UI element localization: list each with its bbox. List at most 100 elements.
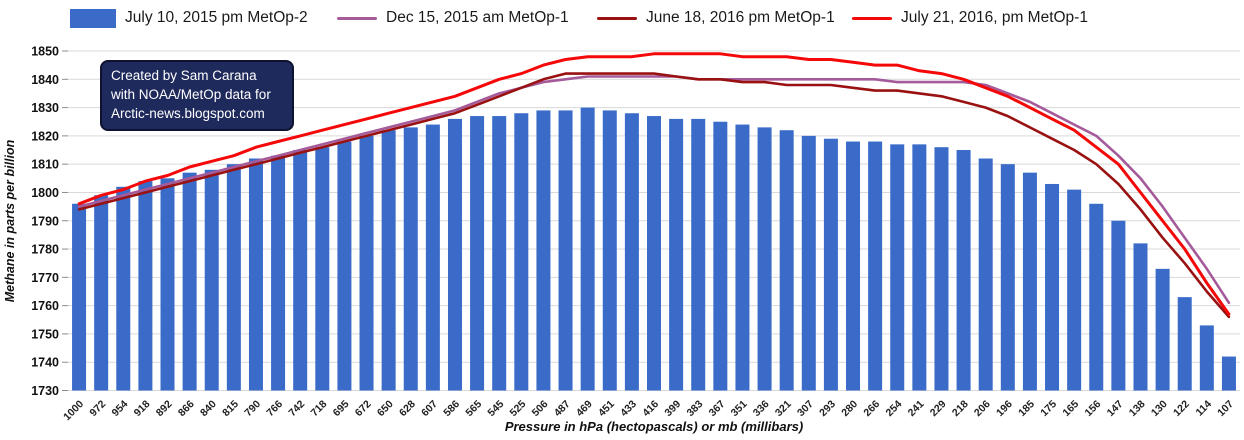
x-tick-label: 892 bbox=[154, 398, 175, 419]
bar bbox=[271, 155, 286, 391]
y-tick-label: 1830 bbox=[31, 101, 59, 115]
bar bbox=[580, 107, 595, 391]
x-tick-label: 672 bbox=[353, 398, 374, 419]
x-tick-label: 321 bbox=[773, 398, 794, 419]
y-tick-label: 1760 bbox=[31, 299, 59, 313]
x-tick-label: 399 bbox=[662, 398, 683, 419]
bar bbox=[1000, 164, 1015, 391]
bar bbox=[248, 158, 263, 391]
x-tick-label: 175 bbox=[1038, 398, 1059, 419]
bar bbox=[956, 150, 971, 391]
bar bbox=[204, 169, 219, 391]
y-tick-label: 1790 bbox=[31, 214, 59, 228]
x-tick-label: 367 bbox=[707, 398, 728, 419]
bar bbox=[890, 144, 905, 391]
bar-swatch-icon bbox=[70, 8, 116, 28]
x-tick-label: 229 bbox=[928, 398, 949, 419]
bar bbox=[425, 124, 440, 391]
legend-item-line-dec-2015: Dec 15, 2015 am MetOp-1 bbox=[337, 6, 569, 30]
bar bbox=[447, 118, 462, 391]
bar bbox=[470, 116, 485, 391]
bar bbox=[1089, 203, 1104, 391]
x-tick-label: 147 bbox=[1105, 398, 1126, 419]
bar bbox=[492, 116, 507, 391]
x-tick-label: 336 bbox=[751, 398, 772, 419]
x-tick-label: 185 bbox=[1016, 398, 1037, 419]
x-tick-label: 586 bbox=[441, 398, 462, 419]
x-tick-label: 114 bbox=[1193, 398, 1214, 419]
x-tick-label: 742 bbox=[286, 398, 307, 419]
bar bbox=[801, 135, 816, 391]
series-line bbox=[77, 52, 1231, 316]
x-tick-label: 165 bbox=[1060, 398, 1081, 419]
bar bbox=[669, 118, 684, 391]
bar bbox=[647, 116, 661, 391]
x-tick-label: 840 bbox=[198, 398, 219, 419]
x-tick-label: 766 bbox=[264, 398, 285, 419]
x-tick-label: 266 bbox=[861, 398, 882, 419]
bar bbox=[72, 203, 87, 391]
legend-label: June 18, 2016 pm MetOp-1 bbox=[646, 9, 835, 26]
y-tick-label: 1820 bbox=[31, 129, 59, 143]
bar bbox=[846, 141, 861, 391]
line-swatch-icon bbox=[337, 16, 377, 20]
bar bbox=[713, 121, 728, 391]
bar bbox=[868, 141, 883, 391]
bar bbox=[536, 110, 551, 391]
bar bbox=[978, 158, 993, 391]
y-tick-label: 1740 bbox=[31, 356, 59, 370]
legend-label: Dec 15, 2015 am MetOp-1 bbox=[386, 9, 569, 26]
series-line bbox=[77, 75, 1231, 305]
x-tick-label: 469 bbox=[574, 398, 595, 419]
bar bbox=[624, 113, 639, 391]
x-tick-label: 122 bbox=[1171, 398, 1192, 419]
x-tick-label: 107 bbox=[1215, 398, 1236, 419]
bar bbox=[315, 147, 330, 391]
credit-line: Created by Sam Carana bbox=[111, 68, 257, 83]
bar bbox=[779, 130, 794, 391]
x-tick-label: 138 bbox=[1127, 398, 1148, 419]
x-tick-label: 351 bbox=[729, 398, 750, 419]
x-tick-label: 506 bbox=[530, 398, 551, 419]
credit-line: with NOAA/MetOp data for bbox=[111, 86, 271, 102]
y-tick-label: 1800 bbox=[31, 186, 59, 200]
y-tick-label: 1850 bbox=[31, 45, 59, 59]
bar bbox=[558, 110, 573, 391]
x-tick-label: 790 bbox=[242, 398, 263, 419]
legend-label: July 10, 2015 pm MetOp-2 bbox=[125, 9, 308, 26]
x-tick-label: 954 bbox=[110, 398, 131, 419]
bar bbox=[691, 118, 706, 391]
credit-box: Created by Sam Carana with NOAA/MetOp da… bbox=[100, 60, 294, 131]
x-tick-label: 433 bbox=[618, 398, 639, 419]
x-tick-label: 196 bbox=[994, 398, 1015, 419]
bar bbox=[226, 164, 241, 391]
x-tick-label: 218 bbox=[950, 398, 971, 419]
y-axis-title: Methane in parts per billion bbox=[3, 139, 17, 303]
series-line bbox=[77, 72, 1231, 319]
x-tick-label: 918 bbox=[132, 398, 153, 419]
x-tick-label: 866 bbox=[176, 398, 197, 419]
x-tick-label: 130 bbox=[1149, 398, 1170, 419]
bar bbox=[934, 147, 949, 391]
x-tick-label: 206 bbox=[972, 398, 993, 419]
y-tick-label: 1770 bbox=[31, 271, 59, 285]
bar bbox=[735, 124, 750, 391]
x-tick-label: 565 bbox=[463, 398, 484, 419]
legend-item-bar-series: July 10, 2015 pm MetOp-2 bbox=[70, 6, 308, 30]
line-swatch-icon bbox=[852, 16, 892, 20]
x-tick-label: 650 bbox=[375, 398, 396, 419]
legend-item-line-july-2016: July 21, 2016, pm MetOp-1 bbox=[852, 6, 1088, 30]
x-tick-label: 280 bbox=[839, 398, 860, 419]
legend-label: July 21, 2016, pm MetOp-1 bbox=[901, 9, 1088, 26]
bar bbox=[116, 186, 131, 391]
bar bbox=[94, 195, 109, 391]
x-tick-label: 607 bbox=[419, 398, 440, 419]
bar bbox=[1133, 243, 1148, 391]
x-tick-label: 815 bbox=[220, 398, 241, 419]
bar bbox=[757, 127, 772, 391]
x-tick-label: 628 bbox=[397, 398, 418, 419]
x-tick-label: 307 bbox=[795, 398, 816, 419]
line-swatch-icon bbox=[597, 16, 637, 20]
